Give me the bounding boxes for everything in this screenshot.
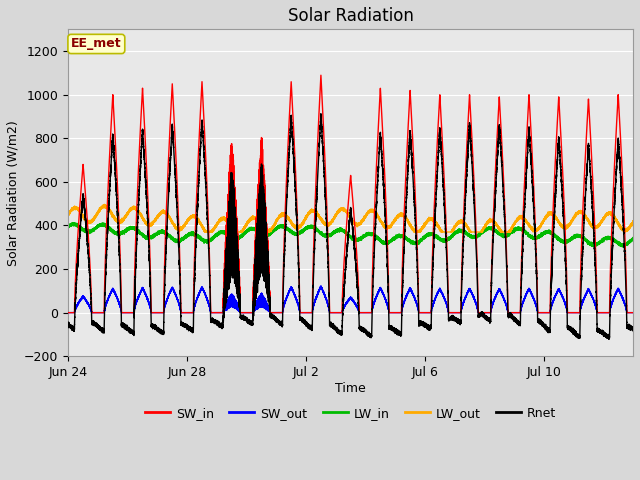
Title: Solar Radiation: Solar Radiation — [288, 7, 413, 25]
Y-axis label: Solar Radiation (W/m2): Solar Radiation (W/m2) — [7, 120, 20, 265]
Text: EE_met: EE_met — [71, 37, 122, 50]
Legend: SW_in, SW_out, LW_in, LW_out, Rnet: SW_in, SW_out, LW_in, LW_out, Rnet — [140, 402, 561, 425]
X-axis label: Time: Time — [335, 382, 366, 395]
